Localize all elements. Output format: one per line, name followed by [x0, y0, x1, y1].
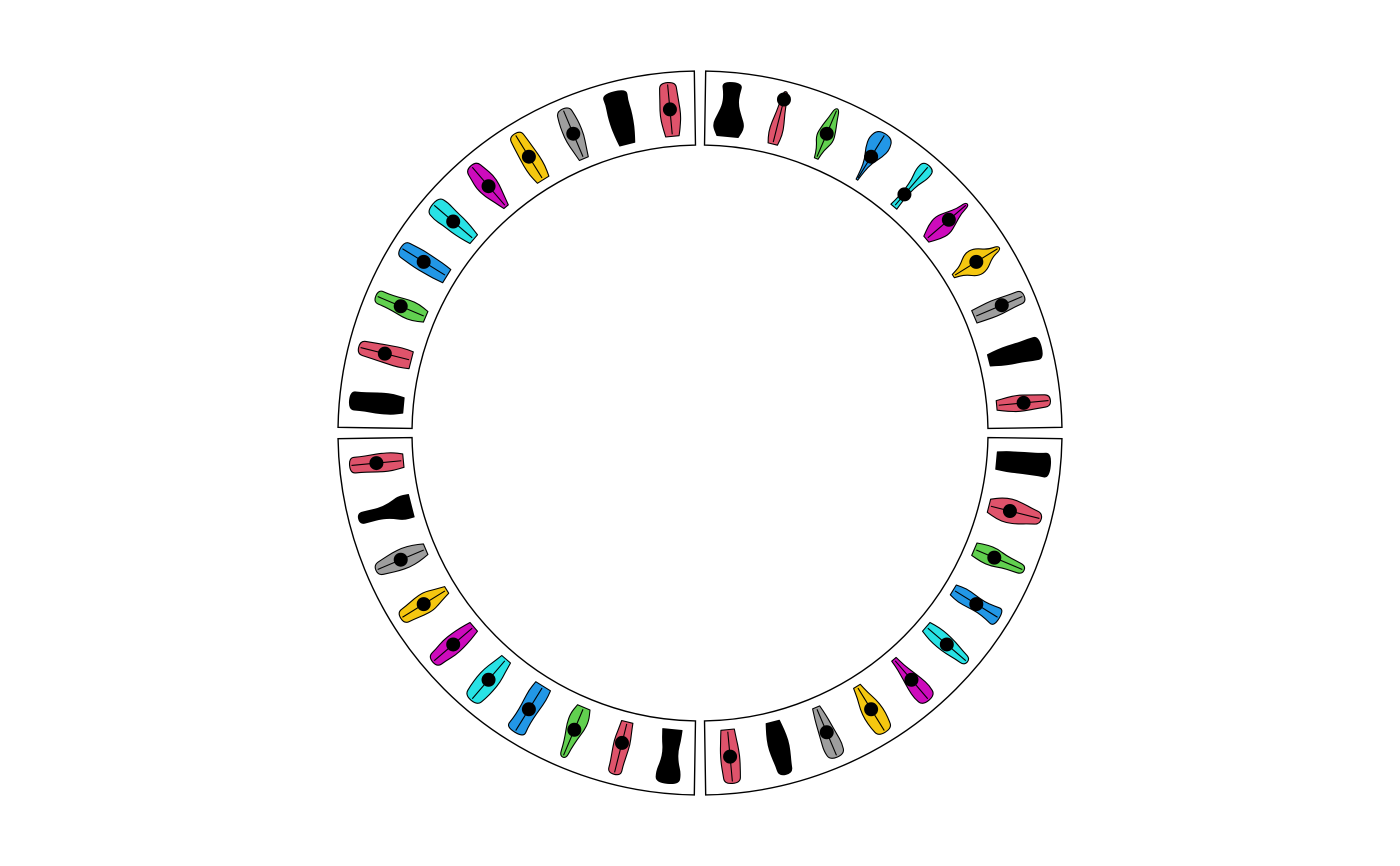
violin-mean-point [393, 552, 408, 567]
violin-body [713, 82, 744, 138]
violin-1-7 [951, 246, 1001, 279]
violin-mean-point [416, 597, 431, 612]
violin-2-3 [971, 542, 1026, 574]
violin-4-1 [348, 391, 405, 415]
sector-frame-2 [703, 436, 1063, 796]
violin-4-4 [398, 242, 452, 284]
violin-body [603, 90, 636, 147]
violin-3-10 [348, 452, 405, 474]
violin-mean-point [776, 92, 791, 107]
violin-1-9 [986, 336, 1043, 367]
violin-mean-point [969, 254, 984, 269]
violin-body [655, 728, 683, 785]
violin-mean-point [819, 126, 834, 141]
violin-2-5 [921, 621, 970, 665]
violin-mean-point [1016, 395, 1031, 410]
violin-1-2 [767, 91, 791, 146]
violin-2-2 [986, 497, 1043, 525]
violin-4-7 [510, 131, 550, 184]
violin-body [357, 493, 415, 524]
sector-frame-1 [703, 70, 1063, 430]
violin-mean-point [941, 212, 956, 227]
sector-frame-3 [337, 436, 697, 796]
violin-4-2 [357, 340, 414, 370]
violin-2-10 [719, 728, 741, 785]
violin-1-4 [855, 131, 892, 181]
sectors-layer [337, 70, 1063, 796]
violin-1-10 [995, 394, 1052, 413]
violin-1-3 [813, 108, 840, 160]
violin-3-2 [608, 719, 634, 776]
violin-4-5 [428, 198, 479, 245]
violin-4-3 [374, 290, 429, 323]
violin-4-8 [556, 107, 589, 162]
violin-1-1 [713, 82, 744, 138]
violin-mean-point [614, 735, 629, 750]
violin-mean-point [446, 637, 461, 652]
violin-3-8 [374, 543, 429, 576]
violin-mean-point [446, 214, 461, 229]
violin-4-6 [467, 162, 509, 210]
violin-mean-point [897, 187, 912, 202]
violin-mean-point [994, 298, 1009, 313]
violin-2-4 [949, 584, 1003, 625]
violin-mean-point [969, 597, 984, 612]
violin-2-8 [812, 705, 845, 759]
violin-mean-point [393, 299, 408, 314]
violin-mean-point [567, 722, 582, 737]
violin-mean-point [1002, 504, 1017, 519]
violin-body [995, 451, 1052, 478]
violin-3-7 [398, 586, 450, 623]
violin-mean-point [904, 672, 919, 687]
violin-3-1 [655, 728, 683, 785]
violin-1-5 [890, 162, 933, 210]
violin-2-7 [853, 683, 892, 735]
violin-3-9 [357, 493, 415, 524]
violin-mean-point [864, 702, 879, 717]
violin-4-9 [603, 90, 636, 147]
violin-mean-point [416, 254, 431, 269]
violin-body [348, 391, 405, 415]
violin-mean-point [377, 346, 392, 361]
violin-mean-point [662, 102, 677, 117]
violin-3-3 [560, 704, 591, 758]
violin-mean-point [521, 702, 536, 717]
violin-body [765, 719, 793, 776]
violin-3-6 [429, 621, 479, 666]
violin-mean-point [939, 637, 954, 652]
violin-2-9 [765, 719, 793, 776]
violin-mean-point [566, 126, 581, 141]
violin-3-4 [507, 681, 552, 736]
violin-mean-point [369, 456, 384, 471]
violin-mean-point [819, 725, 834, 740]
violin-2-6 [891, 656, 934, 704]
violin-1-6 [923, 202, 969, 243]
violin-4-10 [659, 81, 682, 138]
violin-2-1 [995, 451, 1052, 478]
violin-mean-point [987, 550, 1002, 565]
violin-1-8 [971, 290, 1026, 324]
violins-layer [348, 81, 1052, 785]
violin-mean-point [723, 749, 738, 764]
violin-mean-point [481, 672, 496, 687]
violin-3-5 [466, 654, 512, 704]
violin-mean-point [481, 179, 496, 194]
violin-body [986, 336, 1043, 367]
violin-mean-point [521, 149, 536, 164]
violin-mean-point [864, 149, 879, 164]
sector-frame-4 [337, 70, 697, 430]
